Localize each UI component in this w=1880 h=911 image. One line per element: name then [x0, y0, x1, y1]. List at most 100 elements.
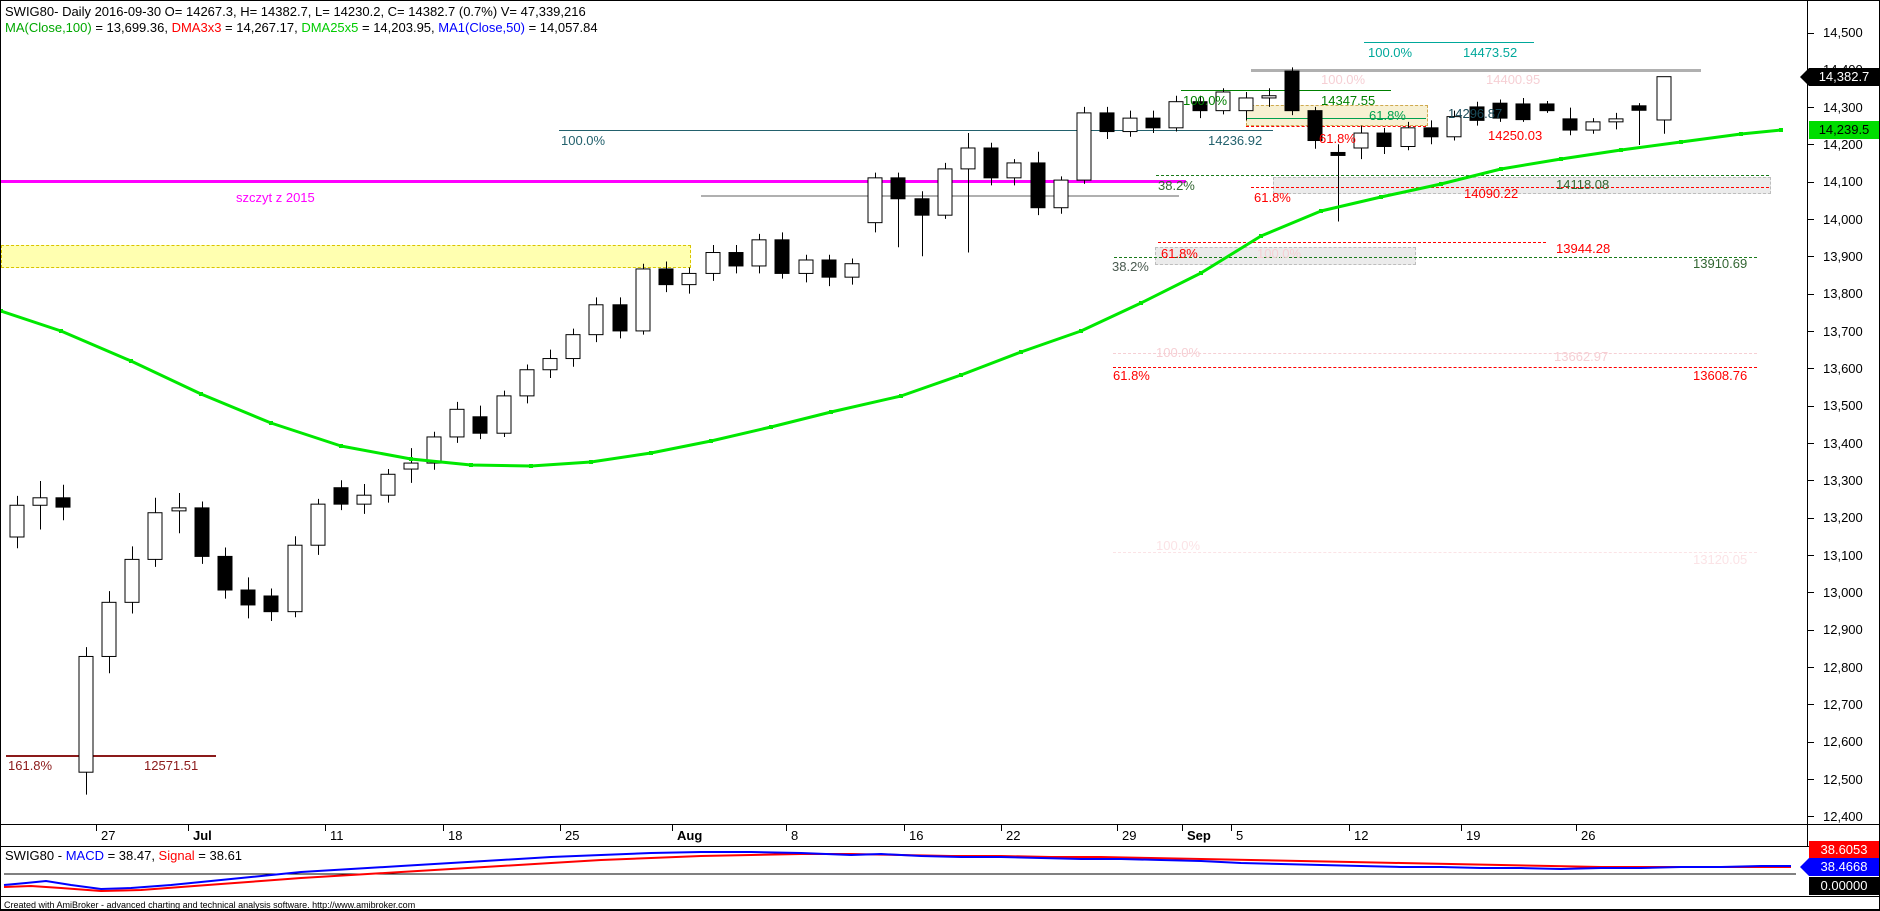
fib-label: 14090.22: [1464, 186, 1519, 201]
date-label[interactable]: Aug: [677, 828, 703, 843]
date-tick[interactable]: [1117, 825, 1118, 831]
macd-value-tag: 38.4668: [1800, 858, 1879, 876]
fib-label: 14347.55: [1321, 93, 1376, 108]
date-tick[interactable]: [786, 825, 787, 831]
fib-level-line: [1251, 187, 1769, 188]
candle-body: [1400, 127, 1416, 147]
date-tick[interactable]: [188, 825, 189, 831]
candle-body: [240, 589, 256, 606]
date-tick[interactable]: [325, 825, 326, 831]
date-tick[interactable]: [1461, 825, 1462, 831]
fib-label: 38.2%: [1158, 178, 1195, 193]
date-label[interactable]: Sep: [1187, 828, 1211, 843]
date-tick[interactable]: [904, 825, 905, 831]
fib-label: szczyt z 2015: [236, 190, 315, 205]
price-tick-label: 13,800: [1823, 286, 1863, 302]
date-label[interactable]: 22: [1006, 828, 1021, 843]
date-tick[interactable]: [96, 825, 97, 831]
price-tick-label: 12,400: [1823, 808, 1863, 824]
fib-label: 13944.28: [1556, 241, 1611, 256]
price-tick-label: 13,700: [1823, 323, 1863, 339]
date-tick[interactable]: [1576, 825, 1577, 831]
candle-body: [9, 504, 25, 538]
fib-label: 14118.08: [1556, 177, 1610, 192]
candle-body: [380, 473, 396, 496]
date-label[interactable]: 16: [909, 828, 924, 843]
candle-body: [1215, 91, 1231, 112]
title-segment: DMA25x5: [301, 20, 359, 35]
price-value-tag: 14,239.5: [1809, 121, 1879, 139]
date-tick[interactable]: [1001, 825, 1002, 831]
candlestick-chart[interactable]: [1, 1, 1807, 824]
candle-body: [519, 369, 535, 397]
candle-body: [612, 304, 628, 332]
candle-body: [751, 239, 767, 267]
candle-body: [565, 334, 581, 360]
date-label[interactable]: 8: [791, 828, 799, 843]
candle-body: [1192, 101, 1208, 112]
date-label[interactable]: 11: [330, 828, 344, 843]
candle-body: [1238, 97, 1254, 112]
amibroker-credit: Created with AmiBroker - advanced charti…: [4, 900, 416, 910]
candle-body: [217, 555, 233, 591]
date-label[interactable]: 25: [565, 828, 580, 843]
date-tick[interactable]: [1231, 825, 1232, 831]
candle-body: [1539, 103, 1555, 112]
title-segment: MA(Close,100): [5, 20, 92, 35]
date-label[interactable]: 18: [448, 828, 463, 843]
candle-body: [78, 655, 94, 773]
candle-body: [1261, 95, 1277, 99]
date-label[interactable]: 5: [1236, 828, 1244, 843]
date-label[interactable]: Jul: [193, 828, 212, 843]
ma100-marker: [1079, 329, 1083, 333]
price-tick: [1807, 443, 1814, 445]
fib-label: 61.8%: [1319, 131, 1356, 146]
date-label[interactable]: 29: [1122, 828, 1137, 843]
price-tick: [1807, 667, 1814, 669]
candle-body: [1376, 132, 1392, 147]
ma100-marker: [339, 444, 343, 448]
date-tick[interactable]: [560, 825, 561, 831]
candle-body: [1284, 70, 1300, 112]
price-tick-label: 13,500: [1823, 398, 1863, 414]
candle-body: [1053, 179, 1069, 209]
fib-label: 100.0%: [1156, 345, 1201, 360]
price-tick: [1807, 219, 1814, 221]
date-label[interactable]: 12: [1354, 828, 1369, 843]
candle-body: [798, 259, 814, 274]
candle-body: [1585, 121, 1601, 131]
date-tick[interactable]: [672, 825, 673, 831]
candle-body: [472, 416, 488, 434]
candle-body: [1515, 103, 1531, 121]
candle-body: [1608, 118, 1624, 123]
candle-body: [403, 462, 419, 470]
price-tick-label: 14,000: [1823, 211, 1863, 227]
candle-body: [658, 268, 674, 286]
price-tick-label: 12,900: [1823, 622, 1863, 638]
fib-level-line: [1246, 126, 1426, 127]
fib-level-line: [1113, 367, 1757, 368]
date-label[interactable]: 26: [1581, 828, 1596, 843]
date-tick[interactable]: [1349, 825, 1350, 831]
footer-bar: Created with AmiBroker - advanced charti…: [1, 896, 1879, 910]
price-tick-label: 12,800: [1823, 659, 1863, 675]
candle-body: [774, 239, 790, 274]
fib-level-line: [1158, 242, 1546, 243]
fib-level-line: [1246, 118, 1426, 119]
date-tick[interactable]: [443, 825, 444, 831]
ma100-marker: [59, 329, 63, 333]
price-value-tag: 14,382.7: [1800, 68, 1879, 86]
ma100-marker: [1679, 140, 1683, 144]
fib-zone-box: [1273, 177, 1771, 194]
candle-body: [588, 304, 604, 336]
candle-body: [101, 601, 117, 657]
candle-body: [1353, 132, 1369, 149]
candle-body: [983, 147, 999, 179]
fib-level-line: [6, 755, 216, 757]
date-label[interactable]: 19: [1466, 828, 1481, 843]
macd-plot[interactable]: [1, 1, 1807, 911]
date-tick[interactable]: [1182, 825, 1183, 831]
date-label[interactable]: 27: [101, 828, 116, 843]
candle-body: [147, 512, 163, 560]
